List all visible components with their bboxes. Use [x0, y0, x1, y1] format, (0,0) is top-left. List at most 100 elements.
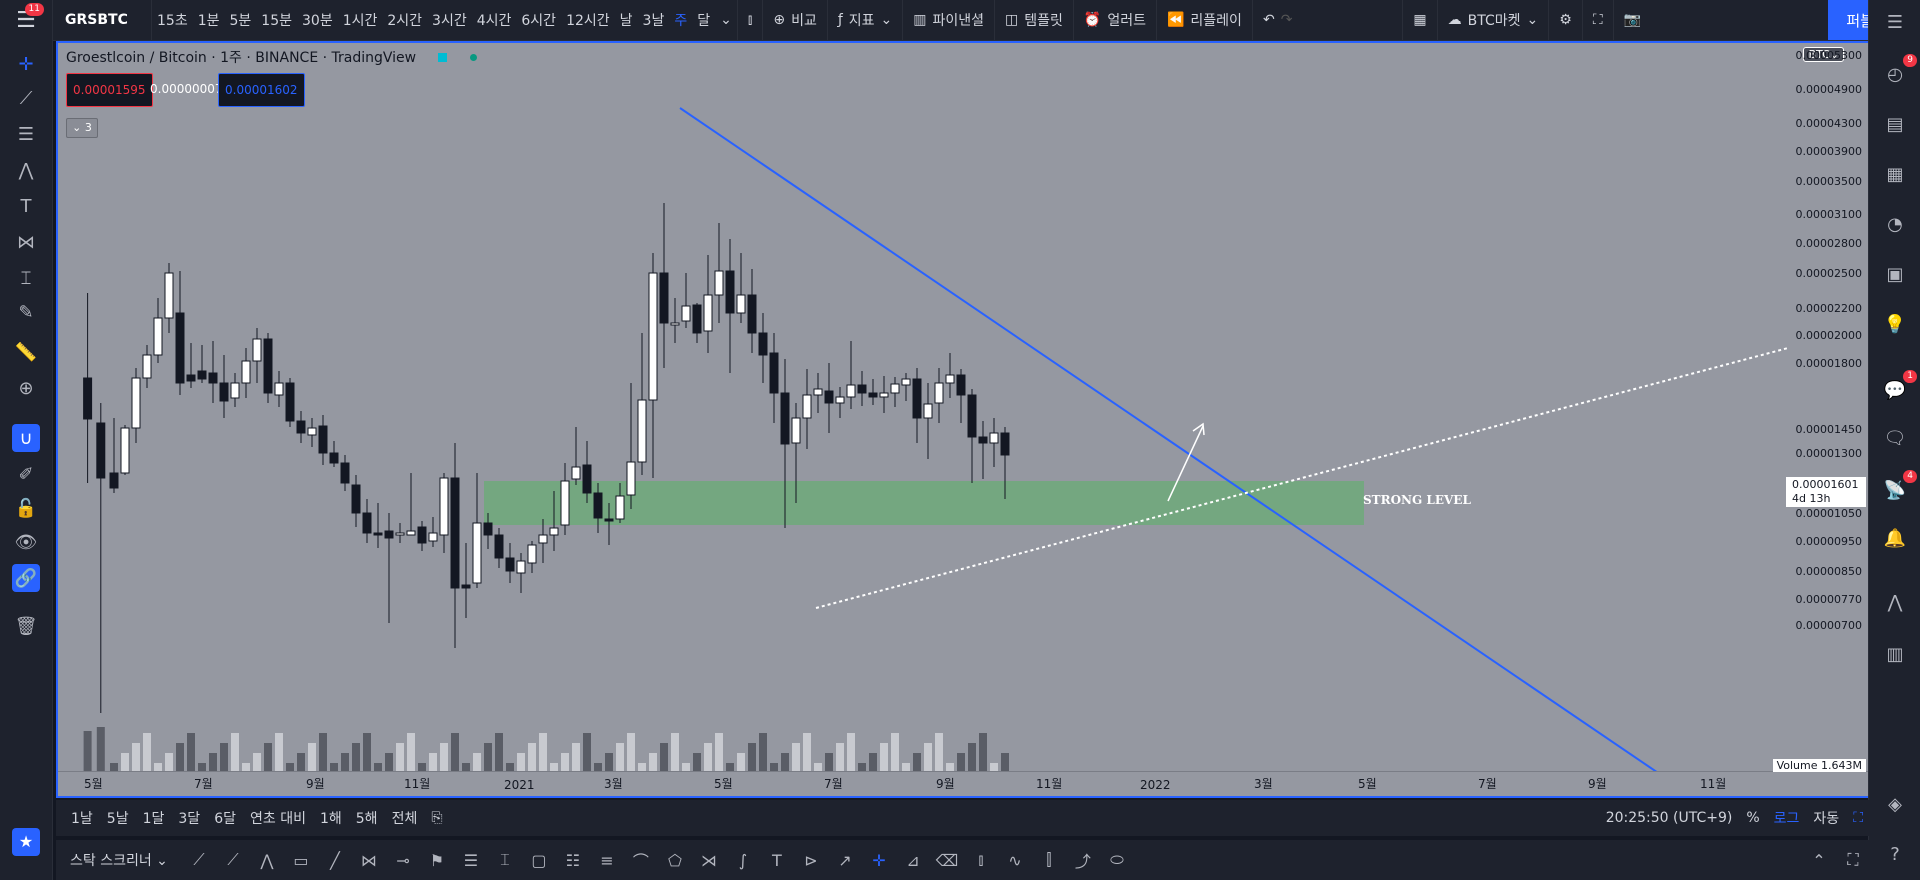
interval-11[interactable]: 날 — [619, 13, 633, 29]
hotlist-icon[interactable]: ◔ — [1887, 213, 1903, 235]
range-8[interactable]: 전체 — [391, 811, 418, 827]
abcd-tool-icon[interactable]: ⋈ — [360, 850, 377, 870]
templates-button[interactable]: ◫ 템플릿 — [994, 0, 1073, 40]
interval-dropdown-icon[interactable]: ⌄ — [720, 12, 732, 28]
redo-icon[interactable]: ↷ — [1280, 12, 1293, 28]
undo-button[interactable]: ↶ ↷ — [1251, 0, 1302, 40]
ruler-icon[interactable]: 📏 — [14, 341, 38, 363]
interval-4[interactable]: 30분 — [302, 13, 333, 29]
crosshair-icon[interactable]: ✛ — [18, 53, 34, 75]
range-6[interactable]: 1해 — [319, 811, 342, 827]
arrow-tool-icon[interactable]: ↗ — [838, 850, 852, 870]
zoom-icon[interactable]: ⊕ — [18, 377, 34, 399]
flag-tool-icon[interactable]: ⚑ — [429, 850, 445, 870]
alerts-button[interactable]: ⏰ 얼러트 — [1072, 0, 1156, 40]
interval-5[interactable]: 1시간 — [342, 13, 378, 29]
maximize-icon[interactable]: ⛶ — [1853, 810, 1863, 826]
curve-tool-icon[interactable]: ⌒ — [632, 852, 649, 871]
trendline-tool-icon[interactable]: ⟋ — [193, 850, 205, 869]
text-icon[interactable]: T — [20, 195, 32, 217]
compare-button[interactable]: ⊕ 비교 — [762, 0, 827, 40]
watchlist-icon[interactable]: ◴ 9 — [1881, 54, 1917, 88]
range-3[interactable]: 3달 — [178, 811, 201, 827]
elliott-wave-icon[interactable]: ∿ — [1008, 850, 1022, 870]
calendar-icon[interactable]: ▣ — [1886, 263, 1904, 285]
range-1[interactable]: 5날 — [106, 811, 129, 827]
lines-tool-icon[interactable]: ≡ — [600, 850, 614, 870]
eraser-icon[interactable]: ⌫ — [935, 850, 959, 870]
arc-tool-icon[interactable]: ∫ — [738, 850, 748, 870]
bid-price[interactable]: 0.00001595 — [66, 73, 153, 107]
symbol-search[interactable]: GRSBTC — [52, 0, 152, 40]
interval-13[interactable]: 주 — [674, 13, 688, 29]
snapshot-button[interactable]: 📷 — [1612, 0, 1651, 40]
text-tool-icon[interactable]: T — [772, 850, 782, 870]
indicators-button[interactable]: ƒ 지표 ⌄ — [826, 0, 902, 40]
interval-1[interactable]: 1분 — [197, 13, 220, 29]
interval-9[interactable]: 6시간 — [521, 13, 557, 29]
dom-icon[interactable]: ▥ — [1886, 643, 1904, 665]
price-range-icon[interactable]: ⌶ — [500, 850, 510, 869]
range-0[interactable]: 1날 — [71, 811, 93, 827]
interval-8[interactable]: 4시간 — [476, 13, 512, 29]
trash-icon[interactable]: 🗑 — [14, 615, 38, 637]
log-toggle[interactable]: 로그 — [1773, 811, 1800, 827]
pattern-tool-icon[interactable]: ⋊ — [700, 850, 717, 870]
layout-button[interactable]: ▦ — [1402, 0, 1436, 40]
candles-tool-icon[interactable]: ⫿ — [1046, 850, 1052, 869]
chart-type-button[interactable]: ⫾ — [736, 0, 762, 40]
eye-icon[interactable]: 👁 — [14, 531, 38, 553]
settings-button[interactable]: ⚙ — [1548, 0, 1582, 40]
indicators-collapse-button[interactable]: ⌄ 3 — [66, 118, 98, 138]
ask-price[interactable]: 0.00001602 — [218, 73, 305, 107]
pitchfork-icon[interactable]: ⊳ — [804, 850, 818, 870]
xabcd-tool-icon[interactable]: ⋀ — [260, 850, 274, 870]
notifications-icon[interactable]: 🔔 — [1883, 527, 1907, 549]
streams-icon[interactable]: 📡 4 — [1881, 470, 1917, 504]
interval-6[interactable]: 2시간 — [387, 13, 423, 29]
horizontal-ray-icon[interactable]: ⊸ — [396, 850, 410, 870]
news-icon[interactable]: ▤ — [1886, 113, 1904, 135]
private-chat-icon[interactable]: 🗨 — [1883, 427, 1907, 449]
magnet-icon[interactable]: ∪ — [12, 424, 40, 452]
parallel-channel-icon[interactable]: ☷ — [565, 850, 581, 870]
currency-button[interactable]: BTC⌄ — [1803, 47, 1844, 62]
fib-icon[interactable]: ☰ — [17, 123, 35, 145]
goto-date-icon[interactable]: ⎘ — [431, 810, 443, 826]
pattern-icon[interactable]: ⋀ — [18, 159, 34, 181]
stock-screener-tab[interactable]: 스탁 스크리너 ⌄ — [70, 853, 168, 869]
layers-icon[interactable]: ◈ — [1888, 793, 1902, 815]
stay-drawing-icon[interactable]: ✐ — [18, 463, 34, 485]
trend-path-icon[interactable]: ⤴ — [1074, 852, 1091, 871]
link-icon[interactable]: 🔗 — [12, 564, 40, 592]
fullscreen-button[interactable]: ⛶ — [1581, 0, 1613, 40]
lock-icon[interactable]: 🔓 — [14, 497, 38, 519]
rectangle-tool-icon[interactable]: ▢ — [531, 850, 547, 870]
interval-3[interactable]: 15분 — [261, 13, 292, 29]
main-menu-button[interactable]: ☰ 11 — [0, 0, 52, 40]
range-5[interactable]: 연초 대비 — [249, 811, 306, 827]
trading-panel-icon[interactable]: ⋀ — [1887, 591, 1903, 613]
replay-button[interactable]: ⏪ 리플레이 — [1155, 0, 1252, 40]
clock[interactable]: 20:25:50 (UTC+9) — [1605, 810, 1733, 826]
cross-line-icon[interactable]: ✛ — [872, 850, 886, 870]
data-window-icon[interactable]: ▦ — [1886, 163, 1904, 185]
polygon-tool-icon[interactable]: ⬠ — [667, 850, 682, 870]
menu-icon[interactable]: ☰ — [1886, 11, 1904, 33]
market-button[interactable]: ☁ BTC마켓 ⌄ — [1436, 0, 1549, 40]
interval-10[interactable]: 12시간 — [566, 13, 610, 29]
percent-toggle[interactable]: % — [1746, 810, 1760, 826]
trendline-icon[interactable]: ⟋ — [19, 87, 33, 109]
forecast-icon[interactable]: ⋈ — [17, 231, 35, 253]
ellipse-tool-icon[interactable]: ⬭ — [1110, 850, 1124, 869]
strong-level-annotation[interactable]: STRONG LEVEL — [1363, 493, 1471, 507]
interval-12[interactable]: 3날 — [642, 13, 665, 29]
range-2[interactable]: 1달 — [142, 811, 165, 827]
time-axis[interactable] — [58, 771, 1868, 796]
gann-fan-icon[interactable]: ⊿ — [906, 850, 920, 870]
ideas-icon[interactable]: 💡 — [1883, 313, 1907, 335]
bars-pattern-icon[interactable]: ⫾ — [978, 850, 984, 869]
range-4[interactable]: 6달 — [214, 811, 236, 827]
interval-2[interactable]: 5분 — [229, 13, 252, 29]
interval-7[interactable]: 3시간 — [432, 13, 467, 29]
